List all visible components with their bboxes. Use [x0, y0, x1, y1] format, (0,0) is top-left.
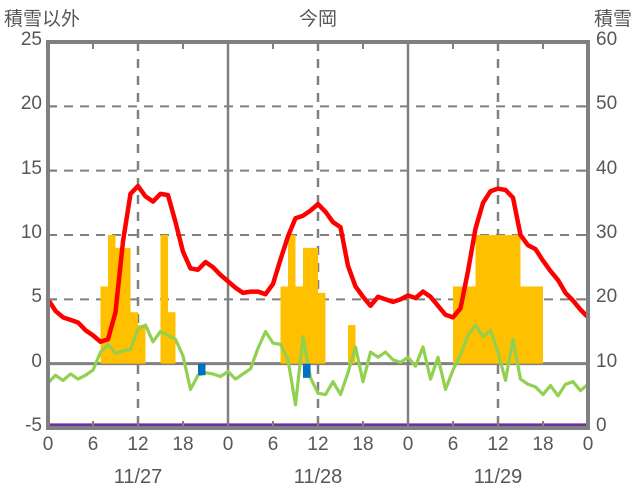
- right-axis-title: 積雪: [593, 9, 632, 30]
- snow-depth-bar: [100, 286, 108, 364]
- snow-depth-bar: [453, 286, 476, 364]
- y-axis-tick-right: 0: [596, 415, 607, 436]
- y-axis-tick-right: 20: [596, 286, 618, 308]
- x-axis-tick: 12: [127, 434, 149, 455]
- left-axis-title: 積雪以外: [4, 9, 81, 30]
- axis-frame: [46, 40, 590, 430]
- x-axis-tick: 0: [582, 434, 594, 455]
- snow-depth-bar: [295, 286, 303, 364]
- snow-depth-bar: [348, 325, 356, 364]
- snow-depth-bar: [288, 235, 296, 364]
- y-axis-tick-right: 50: [596, 93, 618, 115]
- x-axis-tick: 12: [307, 434, 329, 455]
- y-axis-tick-left: 0: [31, 350, 42, 372]
- x-axis-tick: 0: [402, 434, 414, 455]
- precipitation-bar: [303, 363, 311, 378]
- x-axis-day-label: 11/28: [293, 466, 343, 488]
- y-axis-tick-left: 25: [20, 29, 42, 50]
- x-axis-tick: 0: [42, 434, 54, 455]
- y-axis-tick-left: 5: [31, 286, 42, 308]
- x-axis-tick: 6: [267, 434, 279, 455]
- x-axis-tick: 18: [172, 434, 194, 455]
- y-axis-tick-left: -5: [25, 415, 42, 436]
- y-axis-tick-left: 15: [20, 157, 42, 179]
- wind-line: [46, 323, 590, 407]
- snow-depth-bar: [280, 286, 288, 364]
- y-axis-tick-right: 40: [596, 157, 618, 179]
- y-axis-tick-right: 30: [596, 222, 618, 243]
- x-axis-day-label: 11/27: [113, 466, 163, 488]
- x-axis-tick: 6: [447, 434, 459, 455]
- y-axis-tick-right: 10: [596, 350, 618, 372]
- precipitation-bar: [198, 363, 206, 376]
- snow-depth-bar: [138, 325, 146, 364]
- y-axis-tick-right: 60: [596, 29, 618, 50]
- snow-depth-bar: [303, 247, 318, 364]
- x-axis-tick: 12: [487, 434, 509, 455]
- x-axis-tick: 18: [352, 434, 374, 455]
- page-title: 今岡: [298, 9, 337, 30]
- temperature-line: [45, 183, 591, 345]
- x-axis-tick: 0: [222, 434, 234, 455]
- snow-depth-bar: [108, 235, 116, 364]
- y-axis-tick-left: 20: [20, 93, 42, 115]
- snow-depth-bar: [160, 235, 168, 364]
- series-layer: [45, 183, 591, 428]
- x-axis-tick: 18: [532, 434, 554, 455]
- x-axis-day-label: 11/29: [473, 466, 523, 488]
- x-axis-tick: 6: [87, 434, 99, 455]
- snow-depth-bar: [318, 292, 326, 364]
- snow-depth-bar: [520, 286, 543, 364]
- y-axis-tick-left: 10: [20, 222, 42, 243]
